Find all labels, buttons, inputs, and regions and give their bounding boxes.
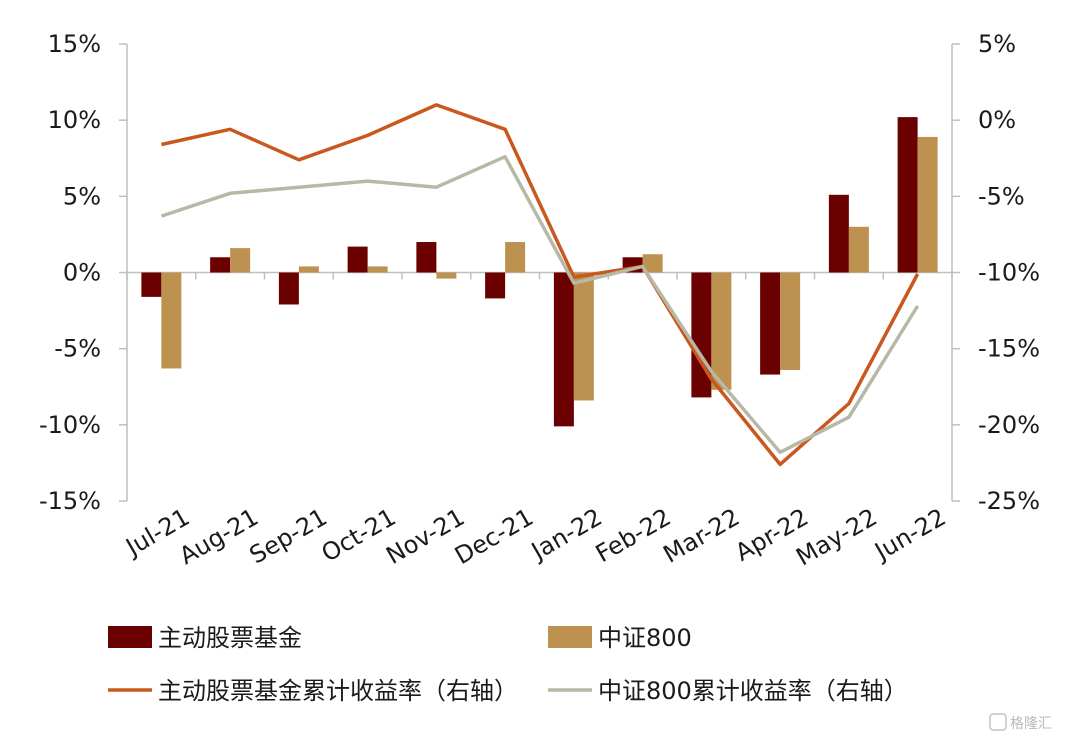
- category-label: Mar-22: [659, 503, 745, 569]
- bar-active-fund: [760, 272, 781, 375]
- bar-csi800: [642, 254, 663, 273]
- bar-active-fund: [347, 246, 368, 273]
- left-tick-label: -5%: [54, 335, 101, 363]
- bar-active-fund: [691, 272, 712, 398]
- bar-csi800: [161, 272, 182, 369]
- category-label: Jun-22: [868, 503, 950, 567]
- category-labels: Jul-21Aug-21Sep-21Oct-21Nov-21Dec-21Jan-…: [120, 503, 951, 571]
- legend: 主动股票基金 中证800 主动股票基金累计收益率（右轴） 中证800累计收益率（右轴）: [108, 624, 908, 705]
- left-tick-label: 5%: [63, 182, 101, 210]
- bars: [141, 117, 938, 427]
- bar-active-fund: [485, 272, 506, 299]
- bar-csi800: [917, 136, 938, 273]
- bar-csi800: [711, 272, 732, 390]
- bar-csi800: [367, 266, 388, 273]
- bar-active-fund: [897, 117, 918, 273]
- category-label: Sep-21: [245, 503, 332, 569]
- right-tick-label: -15%: [978, 335, 1040, 363]
- left-tick-label: 10%: [48, 106, 101, 134]
- category-label: Jan-22: [525, 503, 607, 566]
- watermark-logo-icon: [989, 713, 1007, 731]
- bar-active-fund: [141, 272, 162, 297]
- right-tick-label: 5%: [978, 30, 1016, 58]
- axes: 15% 10% 5% 0% -5% -10% -15% 5% 0% -5% -10% -15% -20%…: [39, 30, 1040, 515]
- line-active-fund-cumulative: [161, 103, 920, 467]
- bar-csi800: [298, 266, 319, 273]
- legend-csi800-cumulative-label: 中证800累计收益率（右轴）: [598, 677, 908, 705]
- line-csi800-cumulative: [160, 154, 920, 455]
- legend-csi800-swatch: [548, 626, 592, 648]
- category-label: Nov-21: [381, 503, 469, 570]
- watermark: 格隆汇: [989, 713, 1052, 732]
- left-tick-label: 15%: [48, 30, 101, 58]
- right-tick-label: -25%: [978, 487, 1040, 515]
- left-tick-label: -10%: [39, 411, 101, 439]
- left-tick-label: 0%: [63, 259, 101, 287]
- bar-csi800: [848, 226, 869, 273]
- bar-csi800: [436, 272, 457, 279]
- bar-csi800: [780, 272, 801, 370]
- lines: [160, 103, 920, 467]
- legend-active-fund-label: 主动股票基金: [158, 624, 302, 652]
- bar-csi800: [573, 272, 594, 401]
- category-label: Aug-21: [175, 503, 264, 570]
- legend-active-fund-cumulative-label: 主动股票基金累计收益率（右轴）: [158, 677, 518, 705]
- watermark-text: 格隆汇: [1010, 716, 1052, 732]
- bar-active-fund: [553, 272, 574, 427]
- right-tick-label: -20%: [978, 411, 1040, 439]
- right-tick-label: -5%: [978, 182, 1025, 210]
- right-tick-label: 0%: [978, 106, 1016, 134]
- category-label: Dec-21: [450, 503, 538, 570]
- bar-csi800: [505, 242, 526, 273]
- legend-active-fund-swatch: [108, 626, 152, 648]
- bar-csi800: [230, 248, 251, 273]
- bar-active-fund: [416, 242, 437, 273]
- bar-active-fund: [278, 272, 299, 305]
- left-tick-label: -15%: [39, 487, 101, 515]
- bar-active-fund: [210, 257, 231, 273]
- category-label: Feb-22: [591, 503, 676, 568]
- bar-active-fund: [828, 194, 849, 273]
- legend-csi800-label: 中证800: [598, 624, 692, 652]
- right-tick-label: -10%: [978, 259, 1040, 287]
